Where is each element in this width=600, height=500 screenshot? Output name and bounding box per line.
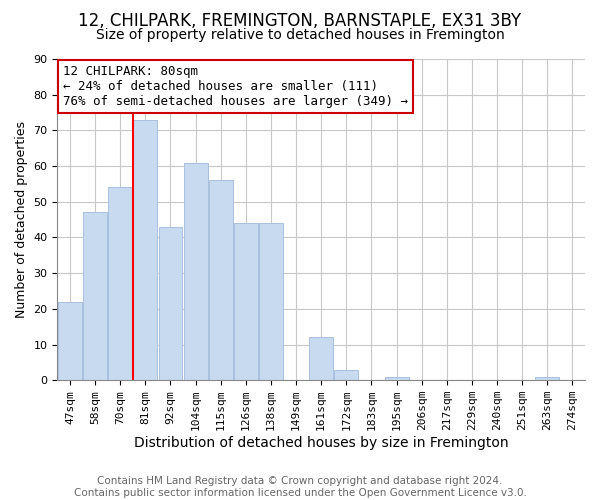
Bar bbox=[108, 188, 132, 380]
Text: Contains HM Land Registry data © Crown copyright and database right 2024.
Contai: Contains HM Land Registry data © Crown c… bbox=[74, 476, 526, 498]
Y-axis label: Number of detached properties: Number of detached properties bbox=[15, 121, 28, 318]
Bar bbox=[83, 212, 107, 380]
Bar bbox=[209, 180, 233, 380]
Text: Size of property relative to detached houses in Fremington: Size of property relative to detached ho… bbox=[95, 28, 505, 42]
Bar bbox=[535, 376, 559, 380]
Bar bbox=[309, 338, 333, 380]
X-axis label: Distribution of detached houses by size in Fremington: Distribution of detached houses by size … bbox=[134, 436, 509, 450]
Bar bbox=[334, 370, 358, 380]
Bar bbox=[158, 226, 182, 380]
Text: 12 CHILPARK: 80sqm
← 24% of detached houses are smaller (111)
76% of semi-detach: 12 CHILPARK: 80sqm ← 24% of detached hou… bbox=[62, 66, 407, 108]
Bar bbox=[234, 223, 258, 380]
Bar bbox=[184, 162, 208, 380]
Text: 12, CHILPARK, FREMINGTON, BARNSTAPLE, EX31 3BY: 12, CHILPARK, FREMINGTON, BARNSTAPLE, EX… bbox=[79, 12, 521, 30]
Bar bbox=[385, 376, 409, 380]
Bar bbox=[259, 223, 283, 380]
Bar bbox=[133, 120, 157, 380]
Bar bbox=[58, 302, 82, 380]
